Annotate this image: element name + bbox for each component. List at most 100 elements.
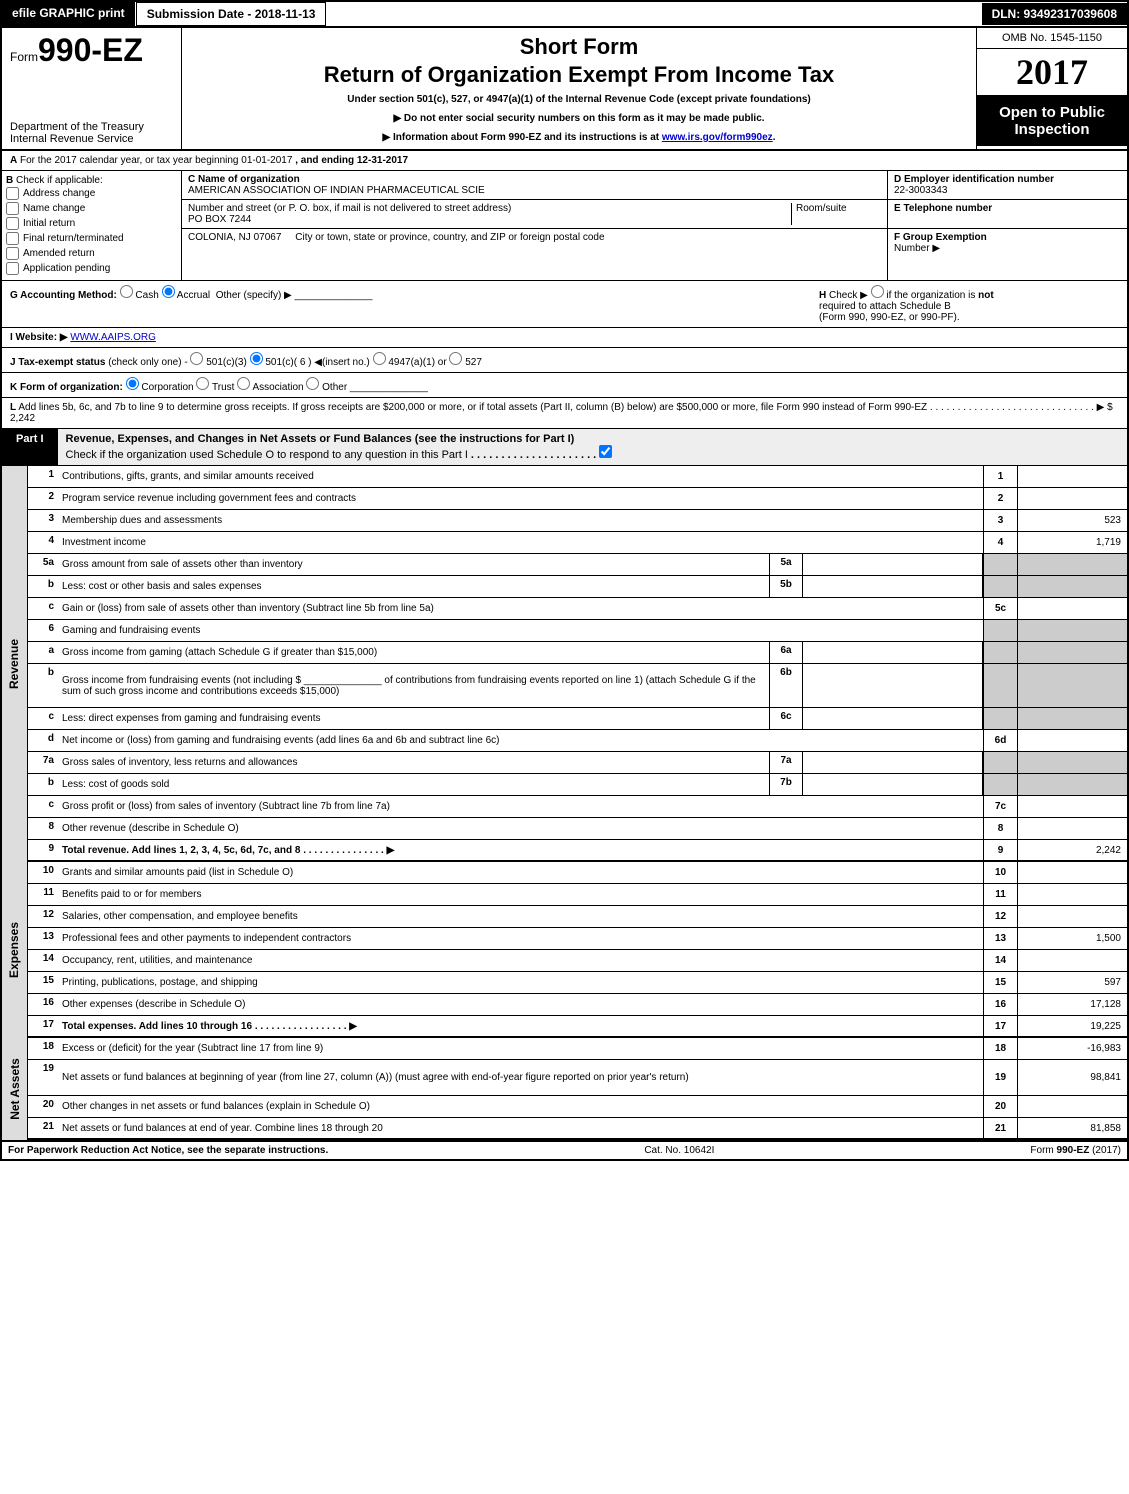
ln14-num: 14 — [28, 950, 58, 971]
form990ez-link[interactable]: www.irs.gov/form990ez — [662, 132, 773, 143]
a-end: , and ending 12-31-2017 — [295, 155, 408, 166]
h-text1: if the organization is — [886, 290, 975, 301]
section-l: L Add lines 5b, 6c, and 7b to line 9 to … — [0, 398, 1129, 429]
website-link[interactable]: WWW.AAIPS.ORG — [70, 332, 156, 343]
chk-app-pending[interactable]: Application pending — [6, 261, 177, 276]
short-form-title: Short Form — [188, 34, 970, 60]
ln6a-rv — [1017, 642, 1127, 663]
ln5b-rv — [1017, 576, 1127, 597]
ln6c-rn — [983, 708, 1017, 729]
h-text2: required to attach Schedule B — [819, 301, 951, 312]
chk-schedule-o[interactable] — [599, 445, 612, 458]
ln14-rn: 14 — [983, 950, 1017, 971]
ln7c-val — [1017, 796, 1127, 817]
ln15-num: 15 — [28, 972, 58, 993]
radio-accrual[interactable] — [162, 285, 175, 298]
ln2-val — [1017, 488, 1127, 509]
ln15-txt: Printing, publications, postage, and shi… — [58, 972, 983, 993]
radio-corp[interactable] — [126, 377, 139, 390]
ln5a-rv — [1017, 554, 1127, 575]
chk-address-change[interactable]: Address change — [6, 186, 177, 201]
ln9-val: 2,242 — [1017, 840, 1127, 860]
radio-accrual-label: Accrual — [177, 290, 210, 301]
chk-initial-return[interactable]: Initial return — [6, 216, 177, 231]
b-label: B — [6, 175, 13, 186]
chk-initial-return-label: Initial return — [23, 218, 75, 229]
ln6c-mv — [803, 708, 983, 729]
ln21-txt: Net assets or fund balances at end of ye… — [58, 1118, 983, 1138]
ln16-val: 17,128 — [1017, 994, 1127, 1015]
ln5a-num: 5a — [28, 554, 58, 575]
expenses-side-label: Expenses — [2, 862, 28, 1038]
ln19-rn: 19 — [983, 1060, 1017, 1095]
ln16-txt: Other expenses (describe in Schedule O) — [58, 994, 983, 1015]
radio-4947[interactable] — [373, 352, 386, 365]
ln5c-num: c — [28, 598, 58, 619]
radio-527[interactable] — [449, 352, 462, 365]
ln15-val: 597 — [1017, 972, 1127, 993]
ln9-rn: 9 — [983, 840, 1017, 860]
netassets-side-label: Net Assets — [2, 1038, 28, 1140]
ln8-val — [1017, 818, 1127, 839]
ln20-val — [1017, 1096, 1127, 1117]
ln11-txt: Benefits paid to or for members — [58, 884, 983, 905]
ln2-rn: 2 — [983, 488, 1017, 509]
chk-name-change[interactable]: Name change — [6, 201, 177, 216]
top-bar-left: efile GRAPHIC print Submission Date - 20… — [2, 2, 326, 26]
ln6b-rn — [983, 664, 1017, 707]
ln6-rv — [1017, 620, 1127, 641]
chk-app-pending-label: Application pending — [23, 263, 110, 274]
ln11-num: 11 — [28, 884, 58, 905]
omb-number: OMB No. 1545-1150 — [977, 28, 1127, 49]
section-def: D Employer identification number 22-3003… — [887, 171, 1127, 280]
ln1-txt: Contributions, gifts, grants, and simila… — [58, 466, 983, 487]
ln17-val: 19,225 — [1017, 1016, 1127, 1036]
ln13-txt: Professional fees and other payments to … — [58, 928, 983, 949]
footer-catno: Cat. No. 10642I — [644, 1145, 714, 1156]
ln6d-txt: Net income or (loss) from gaming and fun… — [58, 730, 983, 751]
form-number: 990-EZ — [38, 32, 143, 68]
street-value: PO BOX 7244 — [188, 214, 791, 225]
radio-other[interactable] — [306, 377, 319, 390]
ln14-txt: Occupancy, rent, utilities, and maintena… — [58, 950, 983, 971]
chk-name-change-label: Name change — [23, 203, 85, 214]
footer-right-suf: (2017) — [1089, 1145, 1121, 1156]
header-left: Form990-EZ Department of the Treasury In… — [2, 28, 182, 149]
ln18-txt: Excess or (deficit) for the year (Subtra… — [58, 1038, 983, 1059]
radio-501c3[interactable] — [190, 352, 203, 365]
ln6d-val — [1017, 730, 1127, 751]
ln6b-num: b — [28, 664, 58, 707]
room-label: Room/suite — [796, 203, 881, 214]
efile-print-button[interactable]: efile GRAPHIC print — [2, 2, 136, 26]
ln5a-rn — [983, 554, 1017, 575]
ln21-num: 21 — [28, 1118, 58, 1138]
ln1-val — [1017, 466, 1127, 487]
ln5a-mv — [803, 554, 983, 575]
ln6c-txt: Less: direct expenses from gaming and fu… — [58, 708, 769, 729]
chk-final-return[interactable]: Final return/terminated — [6, 231, 177, 246]
ln6c-num: c — [28, 708, 58, 729]
radio-corp-label: Corporation — [141, 382, 193, 393]
ln14-val — [1017, 950, 1127, 971]
ln6-num: 6 — [28, 620, 58, 641]
chk-amended-return[interactable]: Amended return — [6, 246, 177, 261]
ein-value: 22-3003343 — [894, 185, 1121, 196]
ln1-num: 1 — [28, 466, 58, 487]
ln6d-rn: 6d — [983, 730, 1017, 751]
radio-cash[interactable] — [120, 285, 133, 298]
radio-assoc[interactable] — [237, 377, 250, 390]
radio-501c[interactable] — [250, 352, 263, 365]
ln7a-mv — [803, 752, 983, 773]
ln17-txt: Total expenses. Add lines 10 through 16 … — [58, 1016, 983, 1036]
radio-h[interactable] — [871, 285, 884, 298]
section-j: J Tax-exempt status (check only one) - 5… — [0, 348, 1129, 373]
radio-trust[interactable] — [196, 377, 209, 390]
section-b: B Check if applicable: Address change Na… — [2, 171, 182, 280]
ln6b-mn: 6b — [769, 664, 803, 707]
ln6a-num: a — [28, 642, 58, 663]
ln11-rn: 11 — [983, 884, 1017, 905]
ln5b-rn — [983, 576, 1017, 597]
header-center: Short Form Return of Organization Exempt… — [182, 28, 977, 149]
ln5b-num: b — [28, 576, 58, 597]
i-label: I Website: ▶ — [10, 332, 68, 343]
